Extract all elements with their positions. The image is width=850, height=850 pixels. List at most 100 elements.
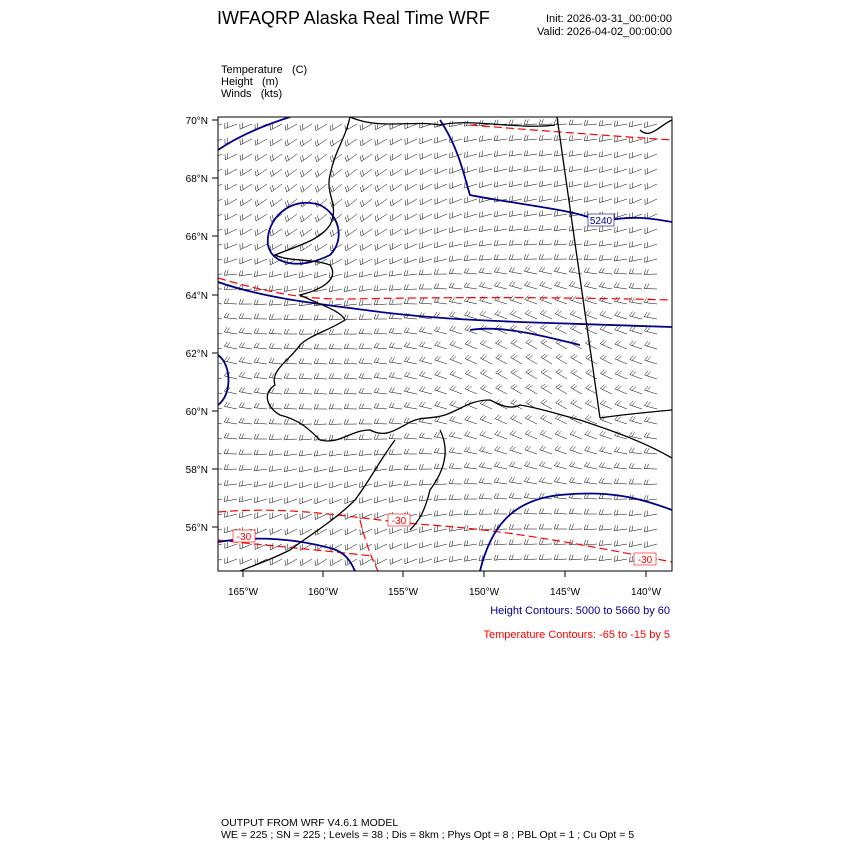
wind-barb — [463, 478, 478, 485]
field-unit: (m) — [261, 76, 279, 88]
wind-barb — [599, 325, 613, 335]
wind-barb — [463, 267, 478, 275]
wind-barb — [269, 228, 283, 237]
wind-barb — [403, 401, 418, 410]
wind-barb — [584, 166, 598, 173]
wind-barb — [329, 153, 343, 163]
wind-barb — [239, 183, 253, 192]
wind-barb — [358, 343, 373, 350]
wind-barb — [388, 342, 403, 350]
wind-barb — [328, 373, 343, 380]
wind-barb — [218, 258, 223, 261]
wind-barb — [614, 384, 628, 395]
wind-barb — [358, 314, 373, 320]
wind-barb — [493, 225, 508, 232]
wind-barb — [268, 434, 283, 440]
wind-barb — [614, 211, 628, 219]
wind-barb — [629, 385, 643, 395]
wind-barb — [314, 243, 328, 252]
wind-barb — [268, 328, 283, 335]
wind-barb — [254, 228, 268, 237]
wind-barb — [598, 135, 613, 142]
wind-barb — [284, 497, 298, 504]
wind-barb — [479, 369, 493, 380]
wind-barb — [493, 493, 508, 500]
wind-barb — [568, 254, 583, 260]
wind-barb — [299, 481, 313, 489]
wind-barb — [644, 370, 658, 380]
wind-barb — [583, 150, 598, 158]
wind-barb — [253, 418, 268, 425]
wind-barb — [389, 213, 403, 222]
field-unit: (C) — [291, 64, 308, 76]
wind-barb — [313, 343, 328, 350]
wind-barb — [388, 327, 403, 335]
wind-barb — [508, 554, 523, 561]
wind-barb — [508, 492, 523, 500]
wind-barb — [238, 464, 253, 471]
wind-barb — [238, 480, 253, 487]
wind-barb — [374, 183, 388, 193]
wind-barb — [418, 326, 433, 335]
wind-barb — [345, 183, 358, 193]
wind-barb — [343, 358, 358, 365]
wind-barb — [554, 309, 568, 320]
wind-barb — [538, 476, 553, 485]
wind-barb — [329, 481, 343, 489]
wind-barb — [493, 166, 508, 173]
wind-barb — [298, 373, 313, 380]
wind-barb — [239, 242, 253, 250]
wind-barb — [329, 258, 343, 266]
wind-barb — [568, 165, 583, 173]
wind-barb — [599, 181, 613, 189]
wind-barb — [523, 554, 538, 560]
wind-barb — [598, 524, 613, 531]
wind-barb — [283, 434, 298, 441]
wind-barb — [583, 119, 598, 126]
wind-barb — [224, 153, 238, 161]
wind-barb — [479, 354, 493, 365]
wind-barb — [464, 226, 478, 233]
lat-label: 64°N — [186, 291, 208, 302]
wind-barb — [584, 324, 598, 335]
wind-barb — [449, 415, 463, 425]
wind-barb — [568, 119, 583, 126]
wind-barb — [554, 445, 568, 455]
wind-barb — [218, 288, 223, 290]
wind-barb — [553, 461, 568, 470]
wind-barb — [253, 480, 268, 488]
wind-barb — [539, 414, 553, 425]
wind-barb — [599, 339, 613, 350]
wind-barb — [599, 354, 613, 365]
wind-barb — [284, 228, 298, 237]
valid-time: Valid: 2026-04-02_00:00:00 — [537, 26, 672, 38]
wind-barb — [448, 540, 463, 547]
wind-barb — [298, 314, 313, 321]
wind-barb — [463, 494, 478, 500]
wind-barb — [538, 225, 553, 231]
wind-barb — [284, 123, 298, 131]
wind-barb — [404, 242, 418, 250]
wind-barb — [495, 354, 508, 365]
wind-barb — [568, 135, 583, 141]
wind-barb — [218, 228, 223, 231]
wind-barb — [218, 303, 223, 305]
wind-barb — [598, 240, 613, 247]
wind-barb — [448, 494, 463, 500]
wind-barb — [418, 432, 433, 440]
wind-barb — [508, 180, 523, 188]
wind-barb — [568, 266, 583, 275]
wind-barb — [493, 281, 508, 290]
wind-barb — [448, 255, 463, 262]
wind-barb — [478, 225, 493, 233]
wind-barb — [254, 257, 268, 265]
wind-barb — [358, 372, 373, 380]
wind-barb — [389, 527, 403, 535]
wind-barb — [614, 325, 628, 335]
wind-barb — [329, 228, 343, 238]
wind-barb — [629, 400, 643, 410]
wind-barb — [554, 281, 568, 290]
wind-barb — [614, 340, 628, 350]
wind-barb — [629, 340, 643, 350]
